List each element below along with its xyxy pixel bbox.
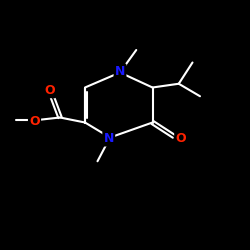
Text: O: O: [176, 132, 186, 145]
Text: O: O: [44, 84, 55, 97]
Text: N: N: [115, 65, 125, 78]
Text: O: O: [29, 115, 40, 128]
Text: N: N: [104, 132, 114, 145]
